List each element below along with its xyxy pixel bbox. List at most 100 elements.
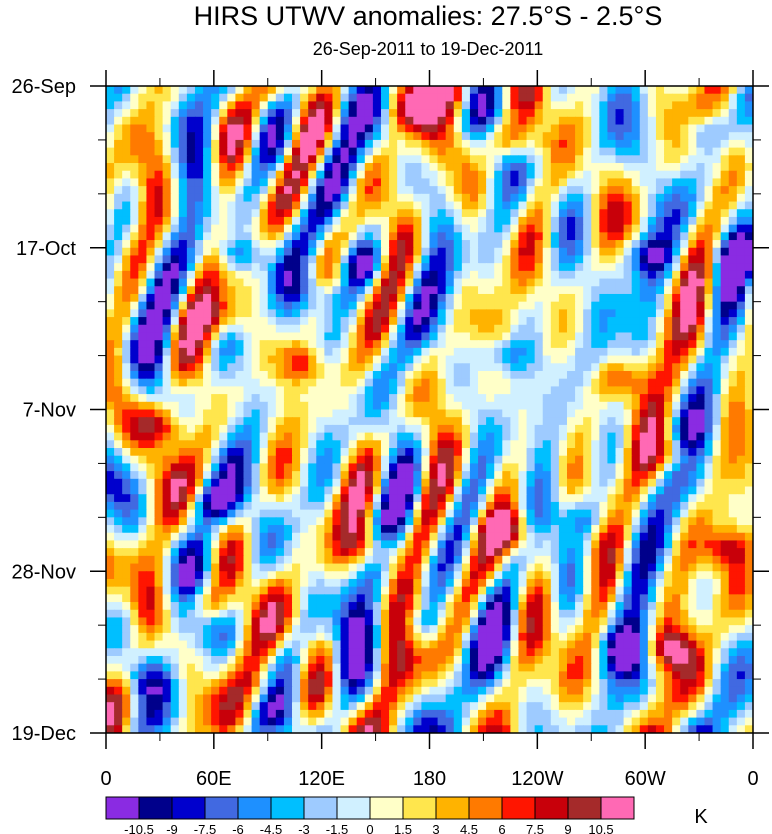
field-cell [558, 532, 568, 542]
field-cell [664, 448, 673, 457]
field-cell [728, 448, 738, 457]
field-cell [356, 394, 366, 403]
field-cell [114, 93, 123, 102]
field-cell [308, 255, 317, 264]
field-cell [219, 255, 228, 264]
field-cell [340, 286, 350, 295]
field-cell [429, 440, 439, 449]
field-cell [655, 555, 665, 565]
field-cell [486, 178, 495, 187]
field-cell [445, 163, 455, 172]
field-cell [542, 201, 552, 210]
field-cell [413, 463, 423, 472]
field-cell [308, 270, 317, 280]
field-cell [203, 186, 212, 195]
field-cell [510, 163, 520, 172]
field-cell [494, 448, 503, 457]
field-cell [672, 324, 681, 334]
field-cell [534, 532, 544, 542]
field-cell [655, 525, 665, 534]
field-cell [631, 409, 641, 418]
field-cell [324, 486, 334, 495]
field-cell [324, 525, 334, 534]
field-cell [146, 471, 156, 480]
field-cell [316, 116, 325, 126]
field-cell [591, 440, 600, 449]
field-cell [114, 155, 123, 164]
field-cell [380, 324, 390, 334]
field-cell [372, 278, 382, 287]
field-cell [170, 216, 180, 226]
field-cell [292, 170, 301, 180]
field-cell [680, 270, 689, 280]
field-cell [502, 555, 511, 565]
field-cell [122, 201, 131, 210]
field-cell [461, 501, 471, 511]
field-cell [267, 463, 277, 472]
field-cell [704, 170, 714, 180]
field-cell [639, 139, 649, 149]
field-cell [639, 324, 649, 334]
field-cell [728, 132, 738, 141]
field-cell [599, 340, 609, 349]
field-cell [680, 424, 689, 434]
field-cell [623, 216, 633, 226]
field-cell [550, 278, 560, 287]
field-cell [518, 86, 528, 95]
field-cell [518, 139, 528, 149]
field-cell [211, 463, 220, 472]
field-cell [106, 394, 115, 403]
field-cell [267, 86, 277, 95]
field-cell [162, 340, 172, 349]
field-cell [575, 409, 584, 418]
field-cell [324, 394, 334, 403]
field-cell [744, 394, 753, 403]
field-cell [469, 240, 479, 249]
field-cell [356, 93, 366, 102]
field-cell [672, 378, 681, 387]
field-cell [203, 193, 212, 203]
field-cell [696, 263, 706, 272]
field-cell [356, 147, 366, 156]
field-cell [655, 394, 665, 403]
field-cell [380, 201, 390, 210]
field-cell [461, 124, 471, 133]
field-cell [518, 463, 528, 472]
field-cell [647, 324, 657, 334]
field-cell [736, 93, 746, 102]
field-cell [267, 93, 277, 102]
field-cell [308, 471, 317, 480]
field-cell [728, 471, 738, 480]
field-cell [114, 448, 123, 457]
field-cell [397, 247, 406, 257]
field-cell [461, 139, 471, 149]
field-cell [558, 155, 568, 164]
field-cell [615, 440, 625, 449]
field-cell [429, 525, 439, 534]
field-cell [639, 263, 649, 272]
field-cell [688, 93, 697, 102]
field-cell [583, 186, 592, 195]
field-cell [122, 186, 131, 195]
field-cell [720, 278, 730, 287]
field-cell [122, 370, 131, 380]
field-cell [162, 93, 172, 102]
field-cell [639, 116, 649, 126]
field-cell [558, 186, 568, 195]
field-cell [445, 101, 455, 110]
field-cell [122, 347, 131, 357]
field-cell [744, 93, 753, 102]
field-cell [688, 278, 697, 287]
field-cell [486, 317, 495, 326]
field-cell [712, 448, 722, 457]
field-cell [704, 355, 714, 364]
field-cell [146, 378, 156, 387]
field-cell [421, 501, 431, 511]
field-cell [720, 116, 730, 126]
field-cell [591, 278, 600, 287]
field-cell [728, 517, 738, 526]
field-cell [437, 378, 447, 387]
field-cell [688, 548, 697, 557]
field-cell [300, 347, 309, 357]
field-cell [639, 440, 649, 449]
